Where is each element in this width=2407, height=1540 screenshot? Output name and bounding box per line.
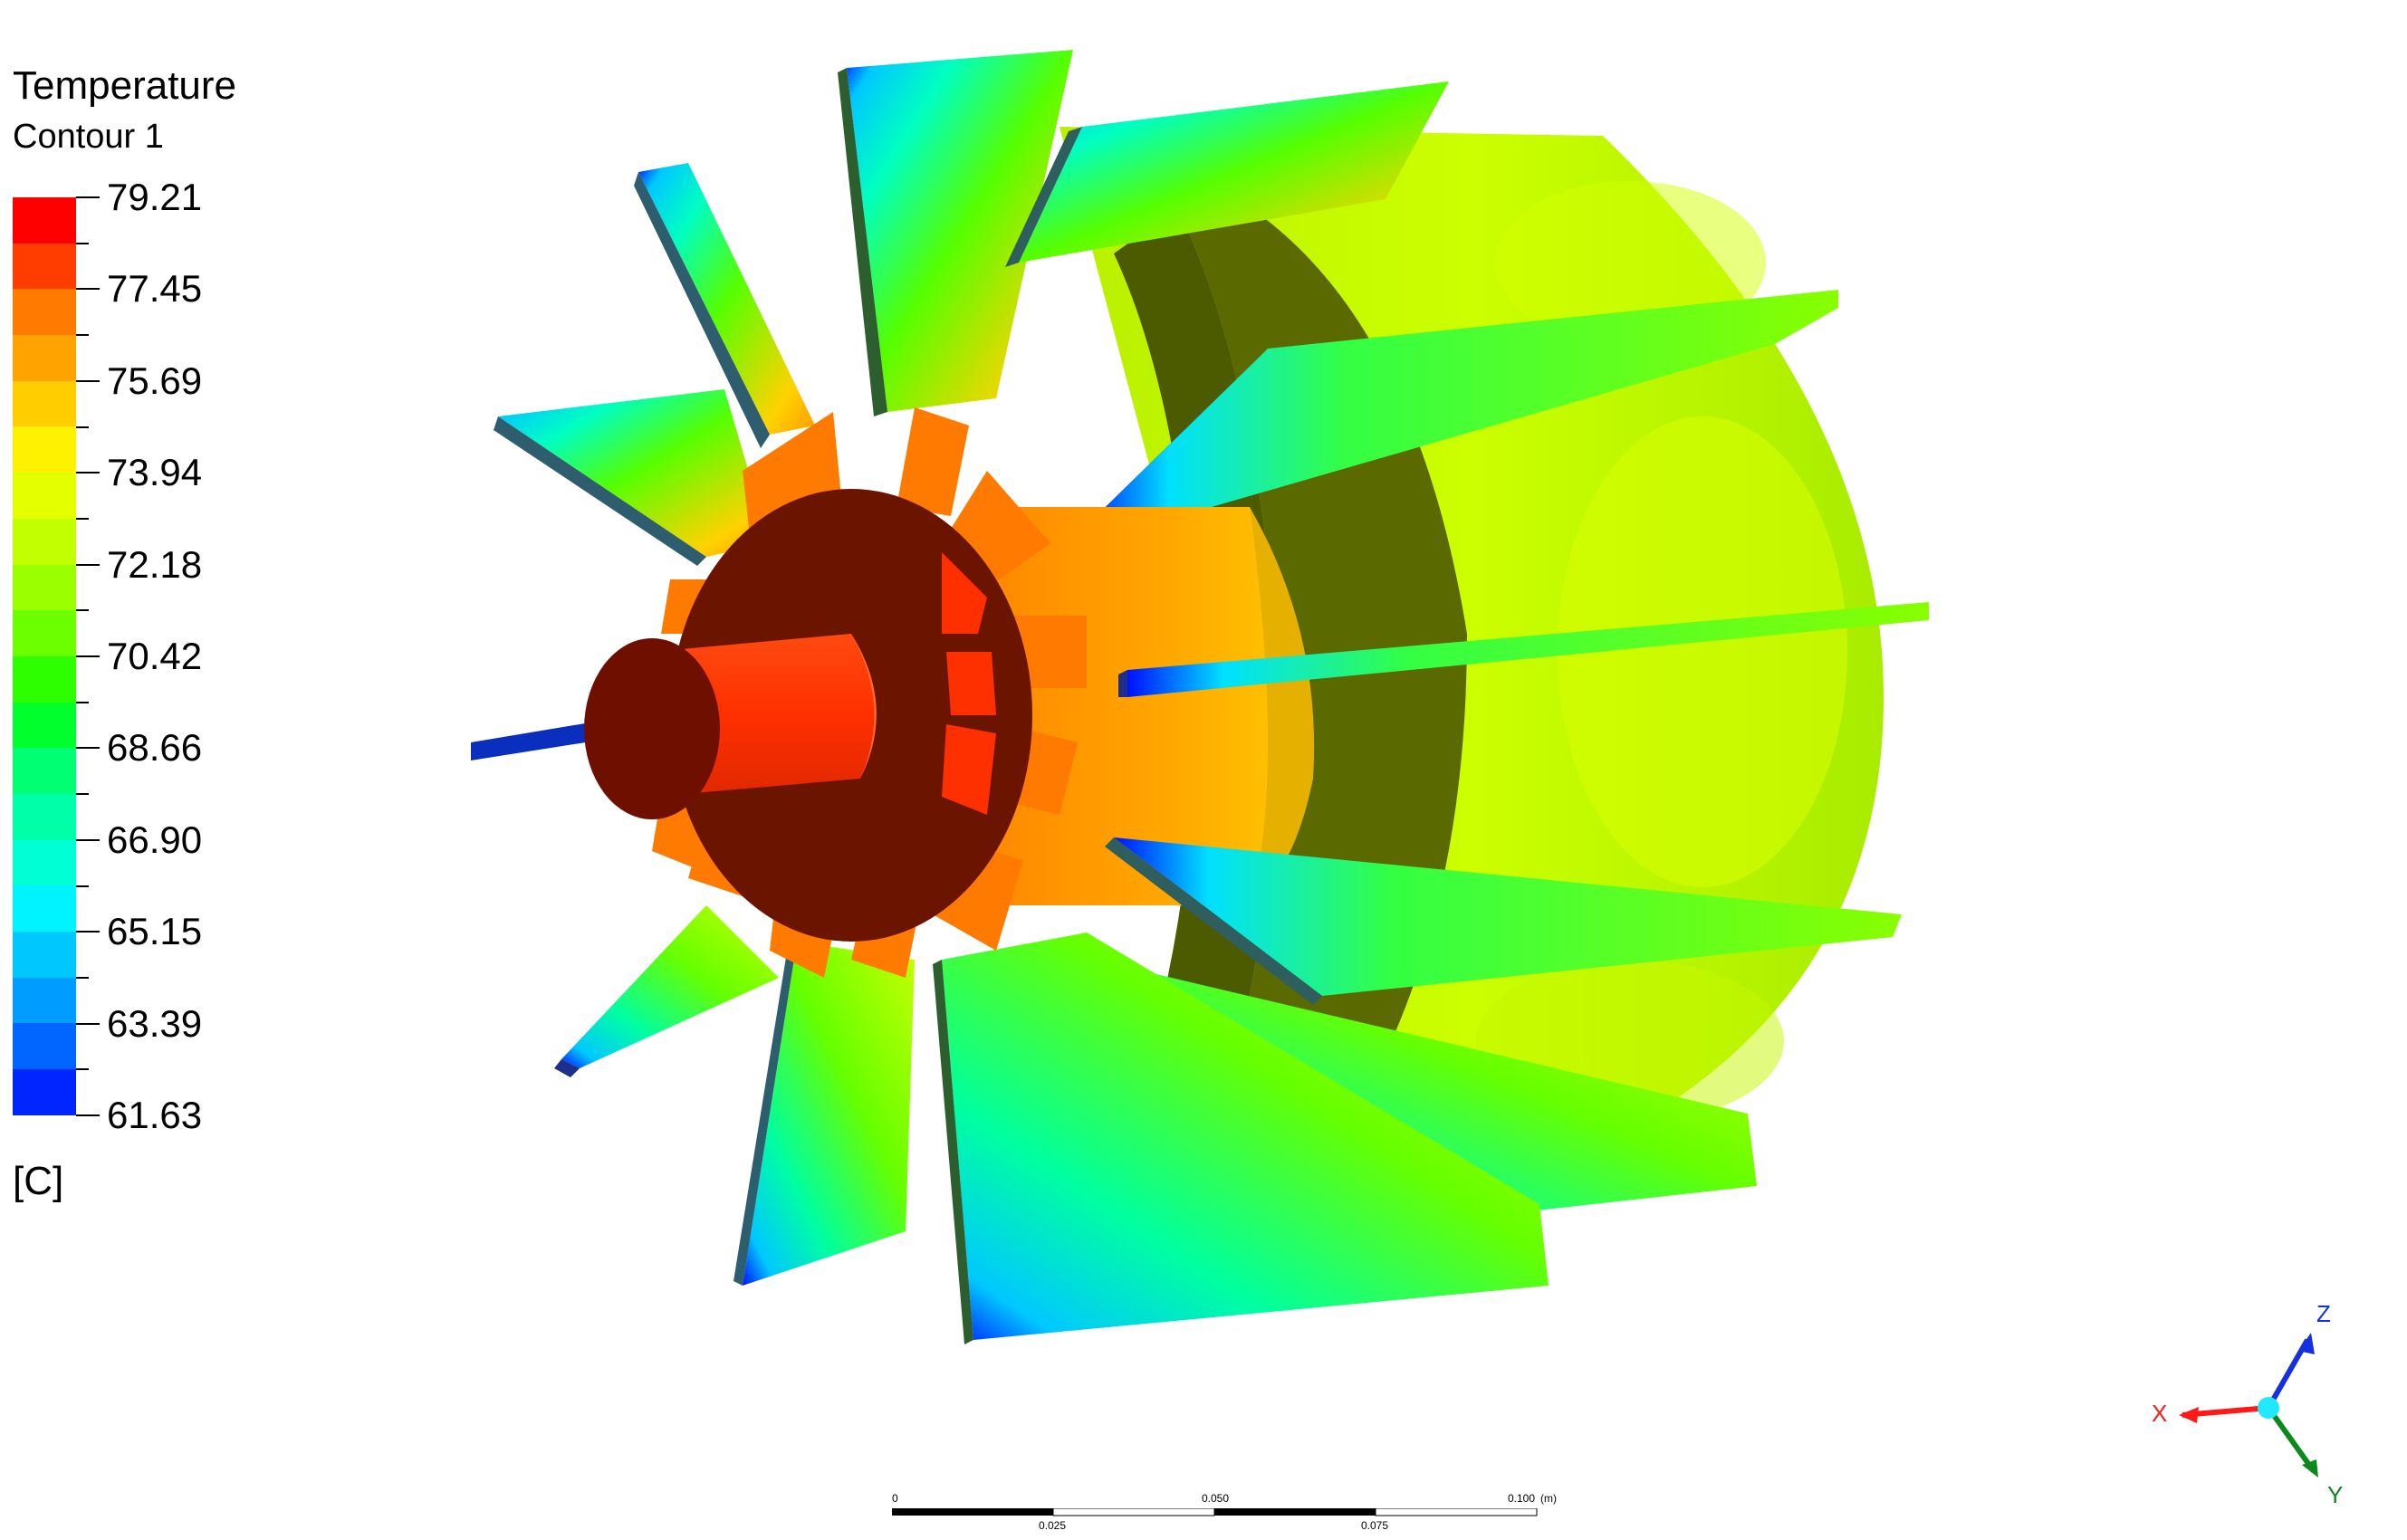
- legend-value-label: 66.90: [107, 818, 203, 861]
- legend-band: [13, 564, 76, 611]
- scale-bar-segments: [892, 1508, 1538, 1516]
- legend-tick: [76, 1022, 100, 1025]
- fin-upper-left: [494, 389, 770, 566]
- legend-tick: [76, 793, 89, 796]
- legend-subtitle: Contour 1: [13, 118, 164, 156]
- legend-value-label: 63.39: [107, 1001, 203, 1045]
- scale-bar: 0 0.050 0.100 (m) 0.025 0.075: [892, 1485, 1557, 1532]
- legend-tick: [76, 701, 89, 703]
- legend-tick: [76, 426, 89, 428]
- legend-band: [13, 1023, 76, 1070]
- legend-value-label: 77.45: [107, 267, 203, 311]
- z-axis-label: Z: [2316, 1300, 2331, 1327]
- legend-value-label: 75.69: [107, 359, 203, 402]
- legend-value-label: 70.42: [107, 635, 203, 677]
- legend-tick: [76, 747, 100, 750]
- legend-band: [13, 473, 76, 519]
- legend-band: [13, 885, 76, 932]
- scale-label-100: 0.100: [1508, 1492, 1536, 1505]
- legend-band: [13, 243, 76, 290]
- fin-top-left: [634, 163, 815, 448]
- legend-tick: [76, 242, 89, 244]
- fin-middle-right: [1118, 602, 1929, 697]
- legend-value-label: 79.21: [107, 176, 203, 218]
- legend-tick: [76, 472, 100, 474]
- legend-value-label: 61.63: [107, 1094, 203, 1136]
- color-legend-ticks: [76, 196, 103, 1116]
- stator-band: [996, 507, 1315, 905]
- legend-unit: [C]: [13, 1159, 64, 1203]
- legend-band: [13, 655, 76, 703]
- y-axis-arrow: [2266, 1406, 2316, 1473]
- legend-tick: [76, 976, 89, 979]
- fin-top-center: [838, 50, 1073, 416]
- legend-tick: [76, 1114, 100, 1116]
- legend-band: [13, 932, 76, 978]
- legend-band: [13, 518, 76, 565]
- legend-band: [13, 197, 76, 244]
- legend-tick: [76, 563, 100, 566]
- scale-label-050: 0.050: [1202, 1492, 1230, 1505]
- legend-title: Temperature: [13, 63, 237, 108]
- legend-tick: [76, 517, 89, 520]
- legend-band: [13, 977, 76, 1024]
- legend-band: [13, 610, 76, 656]
- legend-tick: [76, 655, 100, 657]
- axis-triad[interactable]: X Z Y: [2146, 1286, 2382, 1521]
- legend-value-label: 68.66: [107, 726, 203, 770]
- legend-tick: [76, 1068, 89, 1071]
- legend-band: [13, 793, 76, 840]
- legend-band: [13, 380, 76, 427]
- legend-tick: [76, 334, 89, 337]
- legend-value-label: 73.94: [107, 451, 203, 494]
- fin-lower-right: [1105, 837, 1902, 1005]
- legend-band: [13, 289, 76, 336]
- legend-value-label: 72.18: [107, 542, 203, 586]
- legend-band: [13, 702, 76, 749]
- y-axis-label: Y: [2327, 1481, 2343, 1508]
- scale-label-075: 0.075: [1361, 1519, 1389, 1532]
- legend-tick: [76, 885, 89, 887]
- triad-origin: [2258, 1397, 2279, 1419]
- legend-band: [13, 426, 76, 473]
- fin-bottom-center: [933, 933, 1549, 1344]
- fin-bottom-left: [734, 942, 915, 1286]
- legend-tick: [76, 609, 89, 612]
- x-axis-label: X: [2152, 1400, 2167, 1427]
- legend-band: [13, 748, 76, 794]
- legend-band: [13, 1069, 76, 1115]
- scale-label-025: 0.025: [1039, 1519, 1067, 1532]
- legend-tick: [76, 838, 100, 841]
- legend-tick: [76, 379, 100, 382]
- fin-lower-left: [554, 905, 779, 1077]
- legend-value-label: 65.15: [107, 910, 203, 953]
- legend-tick: [76, 931, 100, 933]
- shaft: [584, 634, 877, 819]
- scale-label-0: 0: [892, 1492, 898, 1505]
- fin-top-right: [1005, 81, 1449, 267]
- scale-unit: (m): [1540, 1492, 1557, 1505]
- legend-band: [13, 839, 76, 886]
- color-legend-bar: [13, 197, 76, 1115]
- legend-tick: [76, 196, 100, 198]
- legend-tick: [76, 288, 100, 291]
- fin-upper-right: [1069, 290, 1838, 543]
- legend-band: [13, 335, 76, 381]
